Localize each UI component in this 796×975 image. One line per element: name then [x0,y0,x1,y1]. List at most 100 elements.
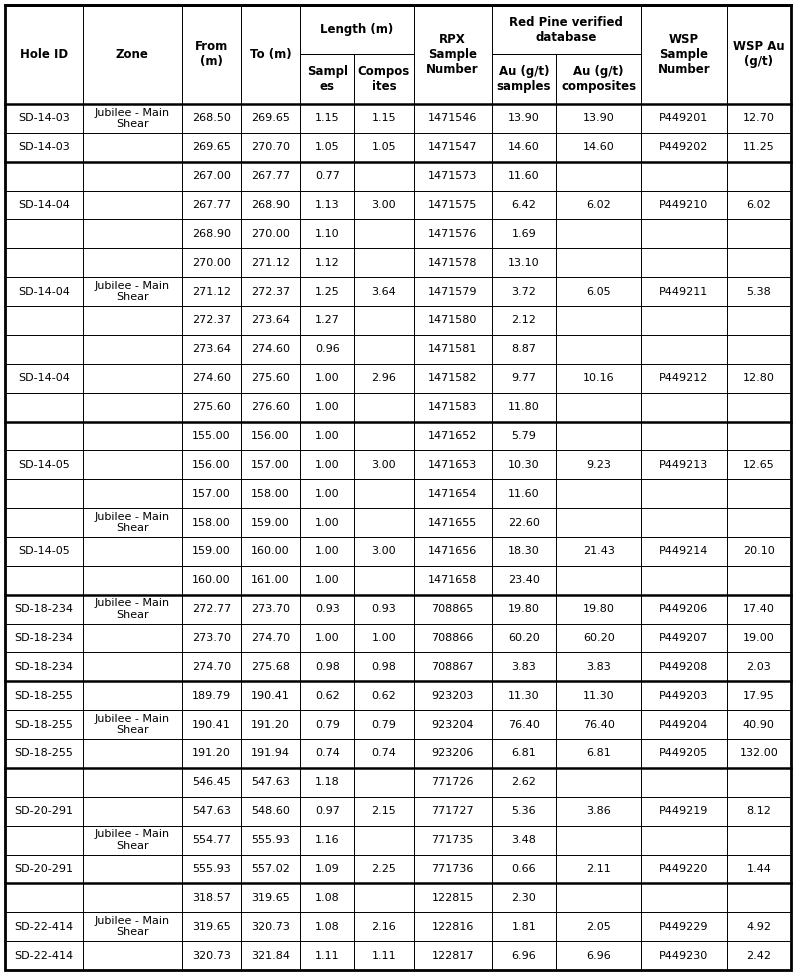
Bar [83,854,181,883]
Bar [727,335,791,364]
Text: Jubilee - Main
Shear: Jubilee - Main Shear [95,281,170,302]
Bar [83,710,181,739]
Text: SD-20-291: SD-20-291 [14,864,73,874]
Text: 1.09: 1.09 [315,864,340,874]
Text: 161.00: 161.00 [252,575,290,585]
Bar [556,219,642,249]
Bar [241,595,300,624]
Bar [354,277,414,306]
Text: 274.60: 274.60 [192,373,231,383]
Bar [300,104,354,133]
Bar [241,393,300,421]
Text: 271.12: 271.12 [252,257,290,268]
Text: 1.25: 1.25 [315,287,340,296]
Bar [241,624,300,652]
Text: 275.60: 275.60 [252,373,290,383]
Bar [181,508,241,537]
Bar [492,219,556,249]
Text: 5.36: 5.36 [512,806,537,816]
Bar [83,508,181,537]
Bar [83,652,181,682]
Text: 17.40: 17.40 [743,604,775,614]
Text: 23.40: 23.40 [508,575,540,585]
Text: 1.12: 1.12 [315,257,340,268]
Bar [83,480,181,508]
Text: 2.16: 2.16 [372,921,396,932]
Bar [300,421,354,450]
Bar [300,249,354,277]
Text: 6.02: 6.02 [587,200,611,210]
Bar [556,480,642,508]
Text: SD-14-04: SD-14-04 [18,287,70,296]
Bar [727,595,791,624]
Bar [241,190,300,219]
Bar [83,306,181,335]
Bar [300,652,354,682]
Bar [83,421,181,450]
Text: Jubilee - Main
Shear: Jubilee - Main Shear [95,830,170,851]
Bar [354,335,414,364]
Text: 190.41: 190.41 [252,690,290,701]
Text: 771727: 771727 [431,806,474,816]
Bar [492,450,556,480]
Text: SD-18-255: SD-18-255 [14,720,73,729]
Bar [354,508,414,537]
Bar [642,710,727,739]
Text: 60.20: 60.20 [508,633,540,644]
Text: 76.40: 76.40 [583,720,615,729]
Bar [5,249,83,277]
Bar [492,5,642,55]
Text: 191.20: 191.20 [252,720,290,729]
Text: 3.83: 3.83 [511,662,537,672]
Text: 2.25: 2.25 [372,864,396,874]
Bar [492,710,556,739]
Bar [414,104,492,133]
Bar [642,508,727,537]
Text: 1.15: 1.15 [315,113,340,124]
Bar [414,249,492,277]
Bar [83,768,181,797]
Text: 156.00: 156.00 [252,431,290,441]
Text: 158.00: 158.00 [192,518,231,527]
Bar [414,393,492,421]
Bar [642,652,727,682]
Bar [727,306,791,335]
Bar [241,566,300,595]
Bar [300,797,354,826]
Text: SD-22-414: SD-22-414 [14,921,73,932]
Text: Au (g/t)
samples: Au (g/t) samples [497,65,551,94]
Bar [354,104,414,133]
Bar [354,393,414,421]
Bar [414,797,492,826]
Bar [414,5,492,104]
Bar [414,480,492,508]
Bar [300,55,354,104]
Text: 275.68: 275.68 [252,662,290,672]
Bar [642,826,727,854]
Text: 1.08: 1.08 [315,921,340,932]
Bar [300,508,354,537]
Bar [83,393,181,421]
Bar [300,739,354,768]
Text: 0.74: 0.74 [315,749,340,759]
Text: 10.16: 10.16 [583,373,615,383]
Text: P449202: P449202 [659,142,708,152]
Text: 1.81: 1.81 [511,921,537,932]
Bar [414,854,492,883]
Bar [181,595,241,624]
Bar [354,652,414,682]
Bar [414,624,492,652]
Text: 12.70: 12.70 [743,113,775,124]
Bar [556,682,642,710]
Text: 1.11: 1.11 [372,951,396,960]
Bar [5,5,83,104]
Bar [492,566,556,595]
Bar [556,595,642,624]
Bar [492,364,556,393]
Bar [642,162,727,190]
Bar [241,883,300,913]
Bar [642,104,727,133]
Text: 3.00: 3.00 [372,200,396,210]
Text: 5.79: 5.79 [511,431,537,441]
Text: 270.00: 270.00 [252,229,290,239]
